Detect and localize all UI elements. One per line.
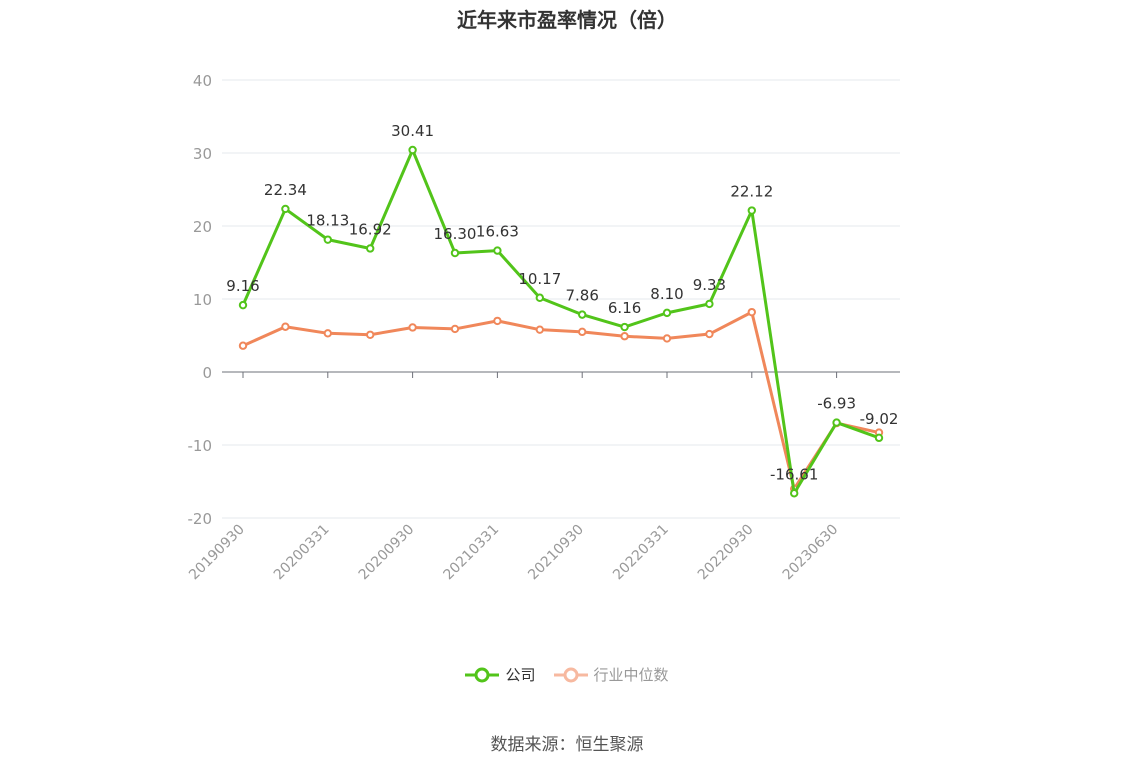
y-tick-label: 10 xyxy=(193,291,212,309)
legend-item-company[interactable]: 公司 xyxy=(465,664,536,685)
data-point xyxy=(323,235,332,244)
data-point xyxy=(281,322,290,331)
y-tick-label: -20 xyxy=(188,510,213,528)
legend-company-icon xyxy=(465,667,500,682)
y-tick-label: 0 xyxy=(202,364,212,382)
source-note: 数据来源：恒生聚源 xyxy=(490,735,644,755)
data-label: 22.12 xyxy=(730,183,773,201)
legend-company-label: 公司 xyxy=(505,666,536,684)
data-label: 16.92 xyxy=(349,220,392,238)
data-point xyxy=(366,330,375,339)
data-point xyxy=(493,246,502,255)
data-point xyxy=(238,300,248,310)
data-label: 10.17 xyxy=(518,270,561,288)
y-tick-label: 40 xyxy=(193,72,212,90)
data-point xyxy=(366,244,375,253)
legend: 公司 行业中位数 xyxy=(0,664,1134,685)
data-label: 7.86 xyxy=(565,287,598,305)
data-point xyxy=(281,204,290,214)
data-point xyxy=(238,341,248,350)
legend-industry-label: 行业中位数 xyxy=(593,666,669,684)
y-tick-label: -10 xyxy=(188,437,213,455)
data-point xyxy=(620,322,629,332)
data-point xyxy=(578,327,587,337)
data-point xyxy=(874,433,884,443)
legend-item-industry[interactable]: 行业中位数 xyxy=(553,664,669,685)
data-point xyxy=(535,293,544,302)
x-tick-label: 20190930 xyxy=(186,522,248,584)
x-tick-label: 20220930 xyxy=(695,522,757,584)
x-tick-label: 20200930 xyxy=(356,522,418,584)
series-line xyxy=(242,310,880,491)
data-point xyxy=(408,145,417,155)
data-point xyxy=(662,308,672,318)
series-line xyxy=(241,148,880,495)
data-label: 9.16 xyxy=(226,277,259,295)
data-point xyxy=(790,489,799,498)
data-label: -9.02 xyxy=(860,410,899,428)
x-tick-label: 20210930 xyxy=(525,522,587,584)
series-lines xyxy=(238,145,884,498)
data-point xyxy=(323,329,332,338)
grid-lines xyxy=(222,79,900,519)
x-tick-label: 20220331 xyxy=(610,522,672,584)
data-point xyxy=(450,324,460,334)
data-point xyxy=(450,248,460,258)
data-point xyxy=(747,307,756,317)
x-tick-label: 20230630 xyxy=(780,522,842,584)
data-label: 9.33 xyxy=(693,276,726,294)
data-point xyxy=(578,310,587,319)
data-point xyxy=(832,418,841,427)
x-tick-label: 20200331 xyxy=(271,522,333,584)
y-tick-label: 20 xyxy=(193,218,212,236)
data-point xyxy=(705,299,714,309)
data-label: 16.63 xyxy=(476,223,519,241)
data-point xyxy=(620,332,629,341)
data-point xyxy=(535,325,544,334)
y-tick-label: 30 xyxy=(193,145,212,163)
data-label: 16.30 xyxy=(434,225,477,243)
data-label: -16.61 xyxy=(770,465,818,483)
data-point xyxy=(662,334,672,343)
data-labels: 9.16 22.34 18.13 16.92 30.41 16.30 16.63 10.177… xyxy=(226,122,898,483)
x-tick-label: 20210331 xyxy=(441,522,503,584)
data-label: 30.41 xyxy=(391,122,434,140)
chart-title: 近年来市盈率情况（倍） xyxy=(457,8,677,32)
data-label: 22.34 xyxy=(264,181,307,199)
data-label: 8.10 xyxy=(650,285,683,303)
data-point xyxy=(747,206,756,215)
data-label: -6.93 xyxy=(817,395,856,413)
data-point xyxy=(408,323,417,332)
data-point xyxy=(493,316,502,326)
data-label: 18.13 xyxy=(306,212,349,230)
data-point xyxy=(705,329,714,339)
data-label: 6.16 xyxy=(608,299,641,317)
legend-industry-icon xyxy=(553,667,588,682)
